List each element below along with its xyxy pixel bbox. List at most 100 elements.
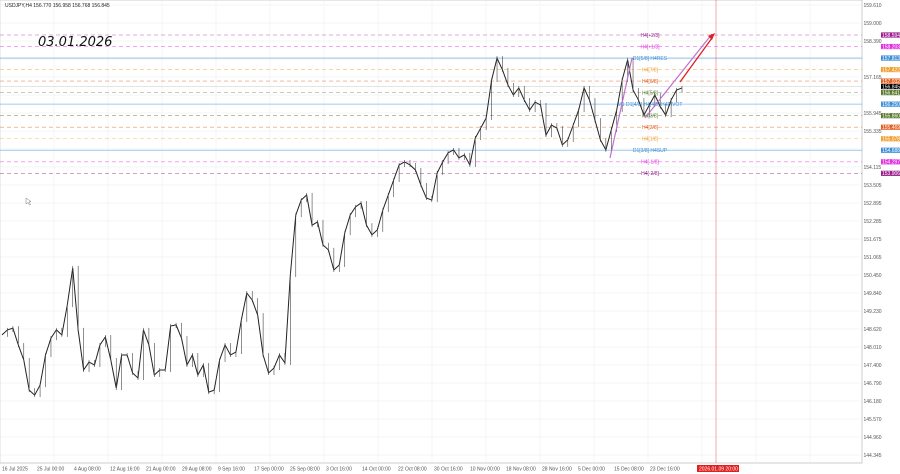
price-tick-label: 146.790 xyxy=(864,381,882,387)
price-level-box xyxy=(881,113,900,119)
mouse-cursor-icon xyxy=(25,197,32,206)
price-tick-label: 154.115 xyxy=(864,165,882,171)
date-annotation: 03.01.2026 xyxy=(38,35,112,50)
price-level-box xyxy=(881,90,900,96)
price-level-box xyxy=(881,43,900,50)
time-tick-label: 10 Nov 00:00 xyxy=(470,467,500,473)
time-tick-label: 25 Sep 08:00 xyxy=(290,467,320,473)
price-level-box xyxy=(881,124,900,130)
time-tick-label: 9 Sep 16:00 xyxy=(218,467,245,473)
price-level-box xyxy=(881,55,900,61)
price-level-box xyxy=(881,159,900,165)
level-label: D1[3/8] H4SUP xyxy=(633,148,668,154)
price-level-box xyxy=(881,78,900,84)
price-level-value: 156.250 xyxy=(882,102,900,108)
price-level-value: 153.906 xyxy=(882,171,900,177)
price-level-value: 155.469 xyxy=(882,125,900,131)
price-tick-label: 144.345 xyxy=(864,453,882,459)
price-tick-label: 152.285 xyxy=(864,219,882,225)
price-level-box xyxy=(881,32,900,38)
murrey-levels: H4[+2/8] H4[+1/8] D1[5/8] H4RES H4[7/8] H4[6… xyxy=(0,33,862,177)
current-price-value: 156.845 xyxy=(882,84,900,90)
forecast-arrow xyxy=(679,37,713,83)
price-tick-label: 155.335 xyxy=(864,129,882,135)
price-tick-label: 149.840 xyxy=(864,291,882,297)
price-level-box xyxy=(881,66,900,73)
time-axis[interactable]: 2026.01.09 20:00 16 Jul 2025 25 Jul 00:00 4… xyxy=(2,465,739,473)
current-price-box xyxy=(881,84,900,90)
price-tick-label: 159.610 xyxy=(864,3,882,9)
price-tick-label: 151.675 xyxy=(864,237,882,243)
time-tick-label: 12 Aug 16:00 xyxy=(110,467,140,473)
price-level-value: 154.297 xyxy=(882,160,900,166)
arrow-head-icon xyxy=(708,33,715,40)
price-tick-label: 144.960 xyxy=(864,435,882,441)
time-tick-label: 5 Dec 00:00 xyxy=(578,467,605,473)
price-tick-label: 146.180 xyxy=(864,399,882,405)
price-tick-label: 149.230 xyxy=(864,309,882,315)
price-level-value: 156.641 xyxy=(882,90,900,96)
price-tick-label: 155.945 xyxy=(864,111,882,117)
price-tick-label: 150.450 xyxy=(864,273,882,279)
drawings xyxy=(609,0,717,463)
level-label: H4[6/8] xyxy=(642,79,659,85)
price-level-value: 155.078 xyxy=(882,137,900,143)
price-level-box xyxy=(881,147,900,153)
level-label: H4[-2/8] xyxy=(641,171,659,177)
price-series xyxy=(1,56,683,398)
level-label: M1 D1[4/8] H4[4/8] H4PIVOT xyxy=(618,102,683,108)
trendline xyxy=(609,57,633,159)
price-level-value: 158.594 xyxy=(882,33,900,39)
time-tick-label: 4 Aug 08:00 xyxy=(74,467,101,473)
price-tick-label: 148.620 xyxy=(864,327,882,333)
time-tick-label: 14 Oct 00:00 xyxy=(362,467,391,473)
price-tick-label: 147.400 xyxy=(864,363,882,369)
price-level-box xyxy=(881,170,900,176)
time-tick-label: 21 Aug 00:00 xyxy=(146,467,176,473)
price-axis[interactable]: 159.610 159.000 158.390 157.165 155.945 155.3… xyxy=(864,3,900,459)
trendline xyxy=(644,33,713,119)
level-label: H4[5/8] xyxy=(642,90,659,96)
future-time-box xyxy=(697,465,739,472)
time-tick-label: 23 Dec 16:00 xyxy=(650,467,680,473)
price-level-value: 157.032 xyxy=(882,79,900,85)
time-tick-label: 3 Oct 16:00 xyxy=(326,467,352,473)
price-level-value: 157.813 xyxy=(882,56,900,62)
time-tick-label: 16 Jul 2025 xyxy=(2,467,28,473)
price-tick-label: 157.165 xyxy=(864,75,882,81)
price-tick-label: 151.065 xyxy=(864,255,882,261)
time-tick-label: 22 Oct 08:00 xyxy=(398,467,427,473)
time-tick-label: 17 Sep 00:00 xyxy=(254,467,284,473)
price-level-value: 154.688 xyxy=(882,148,900,154)
price-level-value: 155.860 xyxy=(882,113,900,119)
time-tick-label: 29 Aug 08:00 xyxy=(182,467,212,473)
time-tick-label: 25 Jul 00:00 xyxy=(37,467,64,473)
price-level-box xyxy=(881,136,900,142)
price-tick-label: 159.000 xyxy=(864,21,882,27)
time-tick-label: 18 Nov 08:00 xyxy=(506,467,536,473)
level-label: H4[3/8] xyxy=(642,113,659,119)
level-label: H4[2/8] xyxy=(642,125,659,131)
price-level-box xyxy=(881,101,900,107)
price-tick-label: 158.390 xyxy=(864,39,882,45)
symbol-info: USDJPY,H4 156.770 156.958 156.768 156.84… xyxy=(5,3,110,9)
price-tick-label: 152.895 xyxy=(864,201,882,207)
level-label: H4[-1/8] xyxy=(641,160,659,166)
price-level-value: 157.422 xyxy=(882,67,900,73)
level-label: H4[+1/8] xyxy=(640,44,660,50)
time-tick-label: 30 Oct 16:00 xyxy=(434,467,463,473)
price-level-value: 158.203 xyxy=(882,44,900,50)
level-label: H4[1/8] xyxy=(642,137,659,143)
price-tick-label: 153.505 xyxy=(864,183,882,189)
time-tick-label: 28 Nov 16:00 xyxy=(542,467,572,473)
price-tick-label: 148.010 xyxy=(864,345,882,351)
level-label: D1[5/8] H4RES xyxy=(633,56,668,62)
level-label: H4[7/8] xyxy=(642,67,659,73)
price-line xyxy=(1,56,683,396)
level-label: H4[+2/8] xyxy=(640,33,660,39)
time-tick-label: 15 Dec 08:00 xyxy=(614,467,644,473)
future-time-label: 2026.01.09 20:00 xyxy=(699,467,738,473)
price-tick-label: 145.570 xyxy=(864,417,882,423)
